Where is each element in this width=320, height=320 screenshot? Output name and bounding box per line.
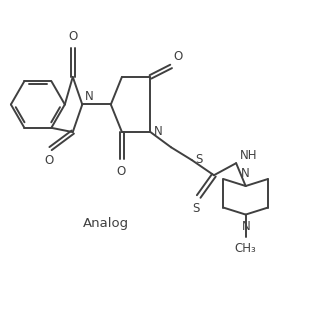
Text: O: O <box>68 30 77 43</box>
Text: O: O <box>174 50 183 63</box>
Text: N: N <box>241 167 250 180</box>
Text: Analog: Analog <box>83 217 129 230</box>
Text: CH₃: CH₃ <box>235 243 257 255</box>
Text: N: N <box>154 125 163 138</box>
Text: O: O <box>44 154 53 167</box>
Text: NH: NH <box>240 148 257 162</box>
Text: S: S <box>192 202 200 215</box>
Text: N: N <box>85 90 93 103</box>
Text: O: O <box>117 165 126 178</box>
Text: N: N <box>242 220 251 233</box>
Text: S: S <box>195 153 202 166</box>
